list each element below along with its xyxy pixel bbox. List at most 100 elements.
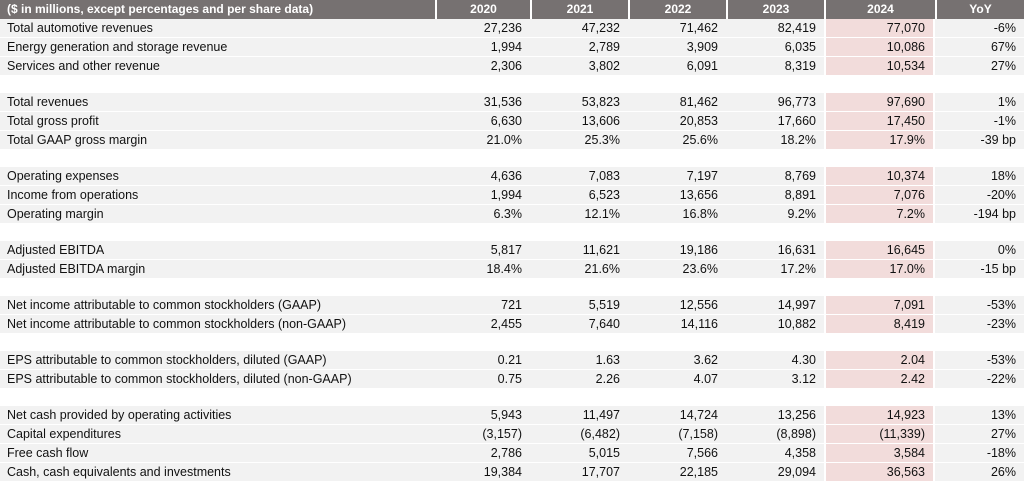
table-row: Total revenues 31,536 53,823 81,462 96,773 97… bbox=[0, 93, 1024, 112]
cell-2021: 47,232 bbox=[530, 19, 628, 37]
row-label: Total GAAP gross margin bbox=[0, 131, 435, 149]
cell-2024: (11,339) bbox=[824, 425, 935, 443]
cell-2020: 1,994 bbox=[435, 186, 530, 204]
table-header-year-2022: 2022 bbox=[628, 0, 726, 19]
cell-2023: 17,660 bbox=[726, 112, 824, 130]
cell-2023: 13,256 bbox=[726, 406, 824, 424]
cell-yoy: -53% bbox=[935, 351, 1024, 369]
section-spacer-row bbox=[0, 279, 1024, 296]
cell-2021: 2.26 bbox=[530, 370, 628, 388]
row-label: Operating expenses bbox=[0, 167, 435, 185]
cell-yoy: 1% bbox=[935, 93, 1024, 111]
cell-2022: 13,656 bbox=[628, 186, 726, 204]
cell-2022: 16.8% bbox=[628, 205, 726, 223]
cell-2023: 29,094 bbox=[726, 463, 824, 481]
cell-yoy: -6% bbox=[935, 19, 1024, 37]
cell-2023: (8,898) bbox=[726, 425, 824, 443]
cell-2024: 10,374 bbox=[824, 167, 935, 185]
cell-2021: 53,823 bbox=[530, 93, 628, 111]
row-label: Operating margin bbox=[0, 205, 435, 223]
row-label: Adjusted EBITDA bbox=[0, 241, 435, 259]
table-body: Total automotive revenues 27,236 47,232 71,… bbox=[0, 19, 1024, 482]
cell-2021: 7,083 bbox=[530, 167, 628, 185]
cell-yoy: 13% bbox=[935, 406, 1024, 424]
cell-yoy: -23% bbox=[935, 315, 1024, 333]
cell-2024: 7,091 bbox=[824, 296, 935, 314]
cell-2023: 96,773 bbox=[726, 93, 824, 111]
table-row: Services and other revenue 2,306 3,802 6,09… bbox=[0, 57, 1024, 76]
cell-2020: 21.0% bbox=[435, 131, 530, 149]
row-label: EPS attributable to common stockholders,… bbox=[0, 351, 435, 369]
table-row: Adjusted EBITDA margin 18.4% 21.6% 23.6% 17.… bbox=[0, 260, 1024, 279]
cell-2020: 0.75 bbox=[435, 370, 530, 388]
cell-yoy: 0% bbox=[935, 241, 1024, 259]
cell-2020: 5,817 bbox=[435, 241, 530, 259]
cell-2021: 12.1% bbox=[530, 205, 628, 223]
cell-2024: 17,450 bbox=[824, 112, 935, 130]
cell-2023: 17.2% bbox=[726, 260, 824, 278]
section-spacer-row bbox=[0, 224, 1024, 241]
cell-2020: 1,994 bbox=[435, 38, 530, 56]
table-row: Operating expenses 4,636 7,083 7,197 8,769 10… bbox=[0, 167, 1024, 186]
cell-2022: 3,909 bbox=[628, 38, 726, 56]
row-label: Capital expenditures bbox=[0, 425, 435, 443]
cell-yoy: -53% bbox=[935, 296, 1024, 314]
table-row: Net income attributable to common stockh… bbox=[0, 315, 1024, 334]
table-header-units-label: ($ in millions, except percentages and p… bbox=[0, 0, 435, 19]
cell-2024: 14,923 bbox=[824, 406, 935, 424]
cell-2024: 7.2% bbox=[824, 205, 935, 223]
cell-2023: 14,997 bbox=[726, 296, 824, 314]
cell-2023: 10,882 bbox=[726, 315, 824, 333]
cell-2021: 17,707 bbox=[530, 463, 628, 481]
row-label: EPS attributable to common stockholders,… bbox=[0, 370, 435, 388]
cell-2023: 9.2% bbox=[726, 205, 824, 223]
section-spacer-row bbox=[0, 76, 1024, 93]
table-row: Net income attributable to common stockh… bbox=[0, 296, 1024, 315]
cell-2020: 0.21 bbox=[435, 351, 530, 369]
table-header-year-2020: 2020 bbox=[435, 0, 530, 19]
cell-2021: 7,640 bbox=[530, 315, 628, 333]
cell-2022: 81,462 bbox=[628, 93, 726, 111]
cell-2024: 10,534 bbox=[824, 57, 935, 75]
cell-2024: 77,070 bbox=[824, 19, 935, 37]
table-row: Income from operations 1,994 6,523 13,656 8,… bbox=[0, 186, 1024, 205]
table-row: Net cash provided by operating activitie… bbox=[0, 406, 1024, 425]
cell-2022: 22,185 bbox=[628, 463, 726, 481]
table-header-year-2023: 2023 bbox=[726, 0, 824, 19]
cell-2021: 6,523 bbox=[530, 186, 628, 204]
cell-2020: 4,636 bbox=[435, 167, 530, 185]
cell-2022: 71,462 bbox=[628, 19, 726, 37]
cell-2020: 18.4% bbox=[435, 260, 530, 278]
cell-2021: (6,482) bbox=[530, 425, 628, 443]
cell-2021: 5,015 bbox=[530, 444, 628, 462]
cell-2022: 25.6% bbox=[628, 131, 726, 149]
cell-2020: 2,455 bbox=[435, 315, 530, 333]
cell-2021: 21.6% bbox=[530, 260, 628, 278]
section-spacer-row bbox=[0, 150, 1024, 167]
table-header-yoy: YoY bbox=[935, 0, 1024, 19]
cell-yoy: 27% bbox=[935, 425, 1024, 443]
row-label: Income from operations bbox=[0, 186, 435, 204]
cell-2020: 27,236 bbox=[435, 19, 530, 37]
cell-2023: 8,769 bbox=[726, 167, 824, 185]
cell-2021: 2,789 bbox=[530, 38, 628, 56]
table-row: Total GAAP gross margin 21.0% 25.3% 25.6% 18… bbox=[0, 131, 1024, 150]
cell-2022: 7,566 bbox=[628, 444, 726, 462]
cell-yoy: -18% bbox=[935, 444, 1024, 462]
cell-2021: 3,802 bbox=[530, 57, 628, 75]
cell-2020: 6.3% bbox=[435, 205, 530, 223]
cell-2020: 6,630 bbox=[435, 112, 530, 130]
cell-yoy: -15 bp bbox=[935, 260, 1024, 278]
cell-2022: 3.62 bbox=[628, 351, 726, 369]
cell-2021: 5,519 bbox=[530, 296, 628, 314]
cell-yoy: -39 bp bbox=[935, 131, 1024, 149]
table-row: EPS attributable to common stockholders,… bbox=[0, 351, 1024, 370]
table-header-row: ($ in millions, except percentages and p… bbox=[0, 0, 1024, 19]
cell-2020: 721 bbox=[435, 296, 530, 314]
cell-2023: 18.2% bbox=[726, 131, 824, 149]
table-header-year-2021: 2021 bbox=[530, 0, 628, 19]
table-row: Operating margin 6.3% 12.1% 16.8% 9.2% 7.2% -1… bbox=[0, 205, 1024, 224]
table-row: Free cash flow 2,786 5,015 7,566 4,358 3,584-… bbox=[0, 444, 1024, 463]
cell-2021: 13,606 bbox=[530, 112, 628, 130]
